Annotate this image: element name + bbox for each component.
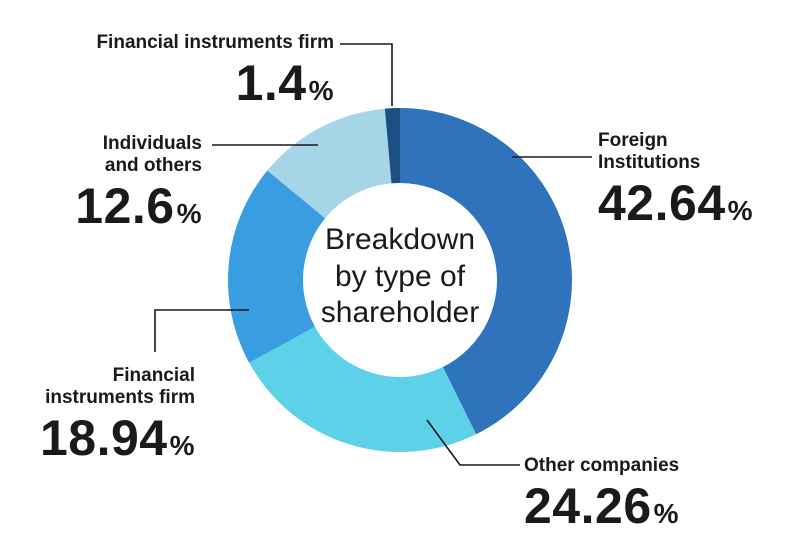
label-financial-instruments-firm-large-name-1: Financial: [112, 365, 195, 386]
label-other-companies: Other companies 24.26%: [524, 455, 679, 531]
label-foreign-institutions-number: 42.64: [598, 174, 726, 231]
chart-title-line-3: shareholder: [320, 296, 480, 330]
leader-other-companies: [426, 419, 520, 466]
label-financial-instruments-firm-small-pct: %: [308, 74, 334, 106]
label-individuals-and-others-number: 12.6: [75, 177, 175, 234]
slice-financial-instruments-firm-small: [384, 108, 400, 184]
label-financial-instruments-firm-large: Financial instruments firm 18.94%: [40, 365, 195, 463]
label-foreign-institutions: Foreign Institutions 42.64%: [598, 130, 753, 228]
label-foreign-institutions-name-1: Foreign: [598, 130, 668, 151]
label-financial-instruments-firm-small-name: Financial instruments firm: [96, 32, 334, 53]
slice-individuals-and-others: [267, 108, 392, 219]
slice-financial-instruments-firm-large: [227, 170, 326, 363]
label-financial-instruments-firm-large-value: 18.94%: [40, 413, 195, 463]
label-financial-instruments-firm-large-pct: %: [169, 429, 195, 461]
label-financial-instruments-firm-small: Financial instruments firm 1.4%: [96, 32, 334, 108]
chart-title: Breakdown by type of shareholder: [300, 222, 500, 332]
leader-lines: [154, 43, 592, 466]
label-individuals-and-others-name-1: Individuals: [102, 133, 202, 154]
slice-foreign-institutions: [400, 108, 572, 435]
leader-financial-instruments-firm-small: [340, 43, 393, 106]
label-individuals-and-others-value: 12.6%: [75, 181, 202, 231]
label-other-companies-value: 24.26%: [524, 481, 679, 531]
label-financial-instruments-firm-small-number: 1.4: [235, 54, 307, 111]
label-individuals-and-others-pct: %: [176, 197, 202, 229]
label-foreign-institutions-pct: %: [727, 194, 754, 226]
label-individuals-and-others: Individuals and others 12.6%: [75, 133, 202, 231]
label-financial-instruments-firm-small-value: 1.4%: [96, 58, 334, 108]
label-other-companies-number: 24.26: [524, 477, 652, 534]
leader-financial-instruments-firm-large: [154, 309, 249, 352]
slice-other-companies: [249, 326, 477, 453]
label-financial-instruments-firm-large-number: 18.94: [39, 409, 168, 466]
chart-title-line-2: by type of: [334, 259, 466, 293]
label-other-companies-name: Other companies: [524, 455, 680, 476]
label-other-companies-pct: %: [653, 497, 680, 529]
label-foreign-institutions-name-2: Institutions: [598, 151, 701, 173]
label-financial-instruments-firm-large-name-2: instruments firm: [45, 386, 195, 408]
label-foreign-institutions-value: 42.64%: [598, 178, 753, 228]
donut-slices: [227, 108, 572, 453]
label-individuals-and-others-name-2: and others: [104, 154, 202, 176]
chart-title-line-1: Breakdown: [324, 223, 476, 256]
